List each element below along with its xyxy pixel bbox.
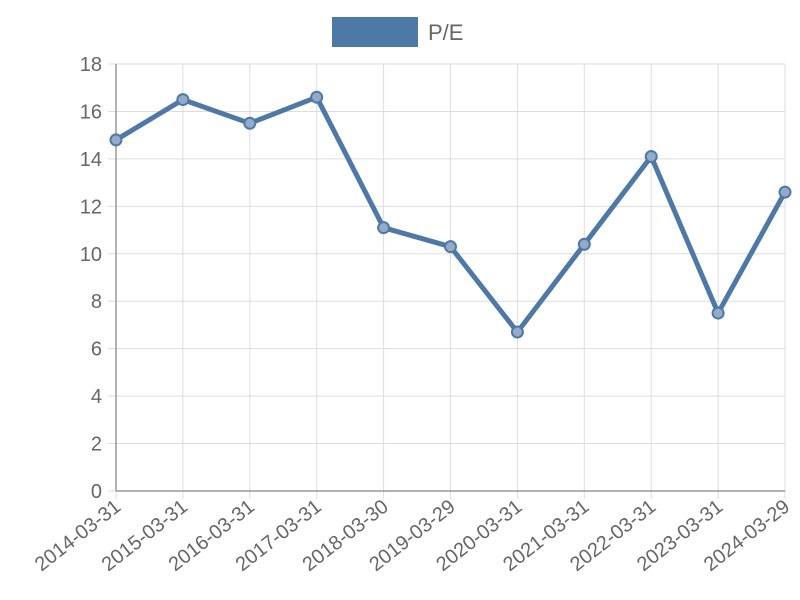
data-point[interactable]	[377, 221, 391, 235]
legend: P/E	[332, 17, 463, 47]
y-tick-label: 8	[91, 291, 102, 313]
data-point[interactable]	[310, 90, 324, 104]
y-tick-label: 2	[91, 434, 102, 456]
y-tick-label: 4	[91, 386, 102, 408]
data-point[interactable]	[176, 93, 190, 107]
data-point[interactable]	[243, 116, 257, 130]
y-tick-label: 18	[80, 54, 102, 76]
y-tick-label: 10	[80, 244, 102, 266]
y-tick-label: 16	[80, 101, 102, 123]
grid	[108, 63, 786, 499]
data-point[interactable]	[711, 306, 725, 320]
data-point[interactable]	[444, 240, 457, 254]
y-tick-label: 12	[80, 196, 102, 218]
x-axis-tick-labels: 2014-03-312015-03-312016-03-312017-03-31…	[31, 496, 794, 576]
y-tick-label: 0	[91, 481, 102, 503]
series-pe	[109, 90, 792, 339]
data-point[interactable]	[644, 150, 658, 164]
data-point[interactable]	[778, 185, 792, 199]
y-tick-label: 6	[91, 339, 102, 361]
data-point[interactable]	[109, 133, 123, 147]
data-point[interactable]	[577, 237, 591, 251]
y-axis-tick-labels: 0 2 4 6 8 10 12 14 16 18	[80, 54, 102, 503]
legend-swatch-pe	[332, 17, 418, 47]
data-point[interactable]	[510, 325, 524, 339]
legend-label-pe: P/E	[428, 20, 463, 45]
y-tick-label: 14	[80, 149, 102, 171]
